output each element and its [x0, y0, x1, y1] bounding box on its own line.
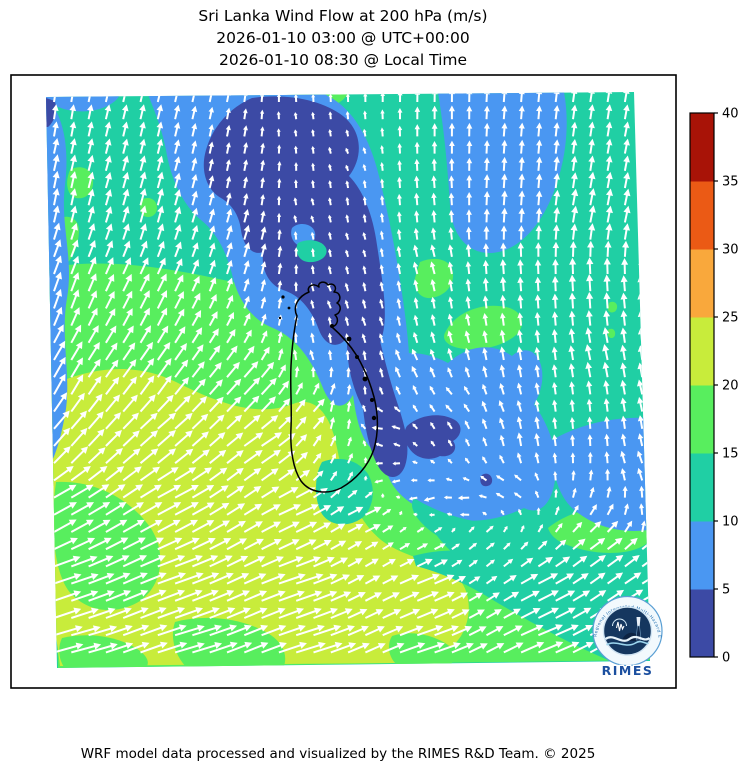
region-green-patch-ne1 [414, 258, 454, 299]
colorbar-tick-label-40: 40 [722, 107, 739, 122]
colorbar-segments [690, 113, 714, 658]
region-green-dot-e1 [608, 301, 618, 313]
region-blue-topleft-strip [46, 95, 120, 112]
colorbar-tick-labels: 0 5 10 15 20 25 30 35 40 [722, 107, 739, 666]
coast-mark [330, 324, 334, 328]
island-outline-sri-lanka [278, 281, 379, 493]
colorbar-tick-label-5: 5 [722, 583, 730, 598]
region-teal-band-under-eddy [411, 498, 551, 561]
region-indigo-top-blob [203, 96, 385, 352]
coast-mark [281, 295, 285, 299]
coast-mark [355, 355, 359, 359]
colorbar-tick-label-30: 30 [722, 243, 739, 258]
colorbar-tick-label-10: 10 [722, 515, 739, 530]
colorbar-segment-blue [690, 521, 714, 590]
region-indigo-vortex-blob [404, 415, 461, 459]
title-line-2: 2026-01-10 03:00 @ UTC+00:00 [216, 29, 469, 47]
colorbar-tick-label-15: 15 [722, 447, 739, 462]
wave-icon-2 [606, 640, 650, 646]
wind-arrows [52, 92, 650, 654]
seismic-arc-icon [612, 618, 627, 627]
colorbar-segment-yellow [690, 317, 714, 386]
footer-credit: WRF model data processed and visualized … [81, 746, 596, 762]
region-yellow-southwest-wedge [46, 369, 469, 666]
region-indigo-coast-channel [343, 291, 408, 478]
colorbar-segment-orange [690, 249, 714, 318]
region-teal-band-bottom-right [413, 550, 650, 660]
region-indigo-left-sliver [46, 98, 56, 127]
title-line-3: 2026-01-10 08:30 @ Local Time [219, 51, 467, 69]
seismogram-icon [615, 621, 625, 632]
coast-mark [370, 398, 374, 402]
colorbar-segment-orangered [690, 181, 714, 250]
coastline-path [289, 281, 379, 493]
rimes-logo: Regional Integrated Multi-Hazard Early W… [592, 595, 663, 679]
colorbar-tick-label-25: 25 [722, 311, 739, 326]
region-blue-right-arm [551, 417, 650, 532]
region-blue-east-region [372, 347, 556, 521]
colorbar-segment-teal [690, 453, 714, 522]
coast-mark [362, 376, 368, 382]
coast-mark [371, 415, 377, 421]
lighthouse-icon [636, 617, 641, 626]
map-canvas [46, 92, 650, 668]
coast-mark [287, 306, 291, 310]
colorbar-tick-label-35: 35 [722, 175, 739, 190]
region-green-bottom-strip3 [388, 633, 455, 665]
colorbar-segment-darkred [690, 113, 714, 182]
title-line-1: Sri Lanka Wind Flow at 200 hPa (m/s) [198, 7, 487, 25]
colorbar: 0 5 10 15 20 25 30 35 40 [689, 107, 739, 666]
colorbar-segment-indigo [690, 589, 714, 658]
logo-inner-disc [602, 606, 653, 656]
logo-label: RIMES [602, 663, 654, 678]
region-green-dot-e2 [608, 328, 616, 338]
islets [278, 295, 377, 421]
coast-mark [346, 336, 352, 342]
wave-icon-1 [604, 635, 651, 642]
colorbar-segment-green [690, 385, 714, 454]
colorbar-ticks [714, 112, 718, 658]
region-green-tongue-sw [53, 481, 161, 611]
colorbar-tick-label-0: 0 [722, 651, 730, 666]
region-green-bottom-strip1 [59, 635, 148, 667]
coast-mark [278, 316, 282, 320]
colorbar-tick-label-20: 20 [722, 379, 739, 394]
